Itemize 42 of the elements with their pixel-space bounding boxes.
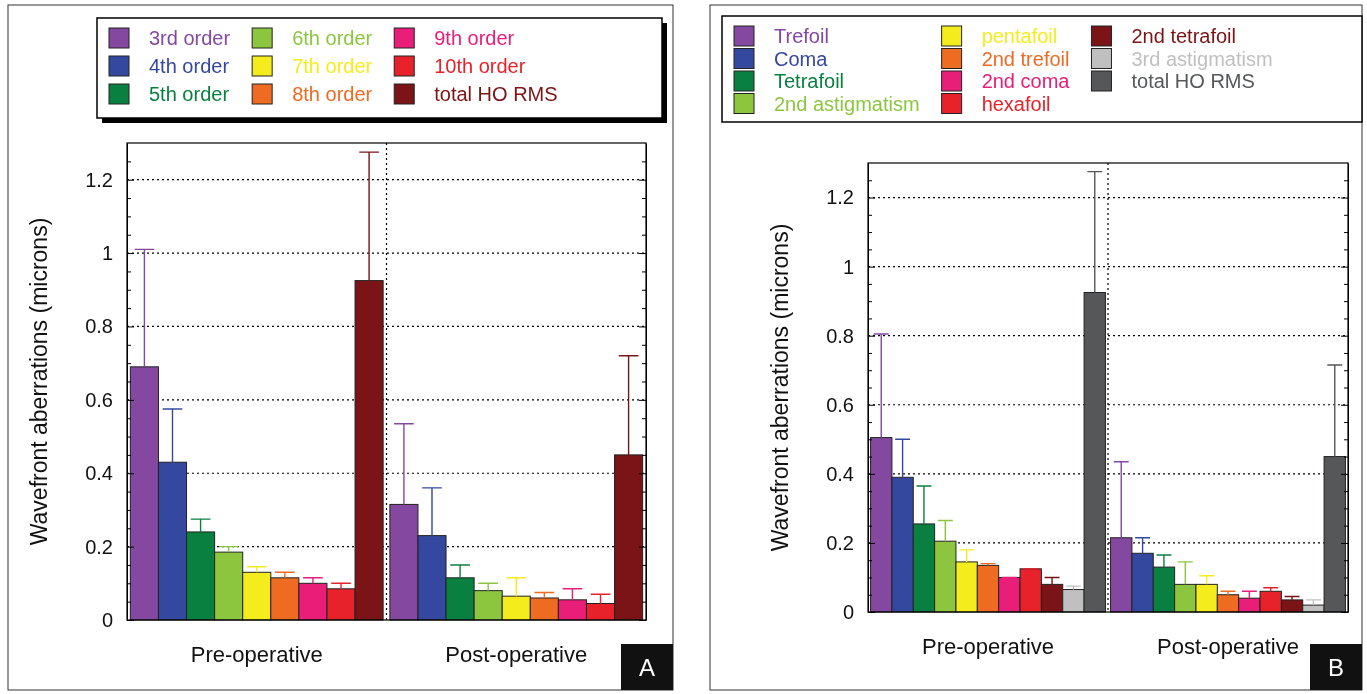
legend-label: Tetrafoil bbox=[774, 70, 845, 92]
legend-label: 2nd trefoil bbox=[981, 47, 1070, 70]
legend-label: 3rd astigmatism bbox=[1131, 47, 1273, 70]
y-tick-label: 0 bbox=[842, 600, 854, 623]
legend-label: 7th order bbox=[292, 55, 373, 77]
y-tick-label: 1.2 bbox=[826, 186, 854, 209]
legend-label: pentafoil bbox=[981, 25, 1058, 47]
y-tick-label: 0.2 bbox=[826, 531, 854, 554]
legend-label: total HO RMS bbox=[434, 83, 558, 105]
legend-label: 6th order bbox=[292, 27, 373, 49]
legend-label: hexafoil bbox=[981, 92, 1051, 115]
x-tick-label: Pre-operative bbox=[921, 633, 1055, 659]
legend-label: 10th order bbox=[434, 55, 526, 77]
legend-label: 5th order bbox=[149, 83, 230, 105]
y-axis-title: Wavefront aberrations (microns) bbox=[767, 223, 793, 552]
y-tick-label: 0.6 bbox=[826, 393, 854, 416]
y-tick-label: 1 bbox=[842, 255, 854, 278]
legend-label: 8th order bbox=[292, 83, 373, 105]
y-axis-title: Wavefront aberrations (microns) bbox=[26, 217, 52, 546]
legend-label: 2nd coma bbox=[981, 70, 1071, 92]
y-tick-label: 0.4 bbox=[85, 462, 113, 485]
y-tick-label: 0.8 bbox=[85, 315, 113, 338]
legend-label: 2nd tetrafoil bbox=[1131, 25, 1236, 47]
y-tick-label: 0 bbox=[101, 608, 113, 631]
legend-label: 4th order bbox=[149, 55, 230, 77]
legend-label: Trefoil bbox=[774, 25, 829, 47]
legend-label: 3rd order bbox=[149, 27, 231, 49]
legend-label: 2nd astigmatism bbox=[774, 92, 920, 115]
y-tick-label: 0.4 bbox=[826, 462, 854, 485]
y-tick-label: 1.2 bbox=[85, 168, 113, 191]
y-tick-label: 0.8 bbox=[826, 324, 854, 347]
y-tick-label: 1 bbox=[101, 241, 113, 264]
text: A bbox=[638, 654, 656, 681]
x-tick-label: Pre-operative bbox=[190, 641, 323, 667]
text: B bbox=[1327, 654, 1345, 681]
x-tick-label: Post-operative bbox=[445, 641, 588, 667]
legend-label: 9th order bbox=[434, 27, 515, 49]
y-tick-label: 0.2 bbox=[85, 535, 113, 558]
y-tick-label: 0.6 bbox=[85, 388, 113, 411]
legend-label: total HO RMS bbox=[1131, 70, 1255, 92]
x-tick-label: Post-operative bbox=[1157, 633, 1299, 659]
legend-label: Coma bbox=[774, 47, 829, 70]
